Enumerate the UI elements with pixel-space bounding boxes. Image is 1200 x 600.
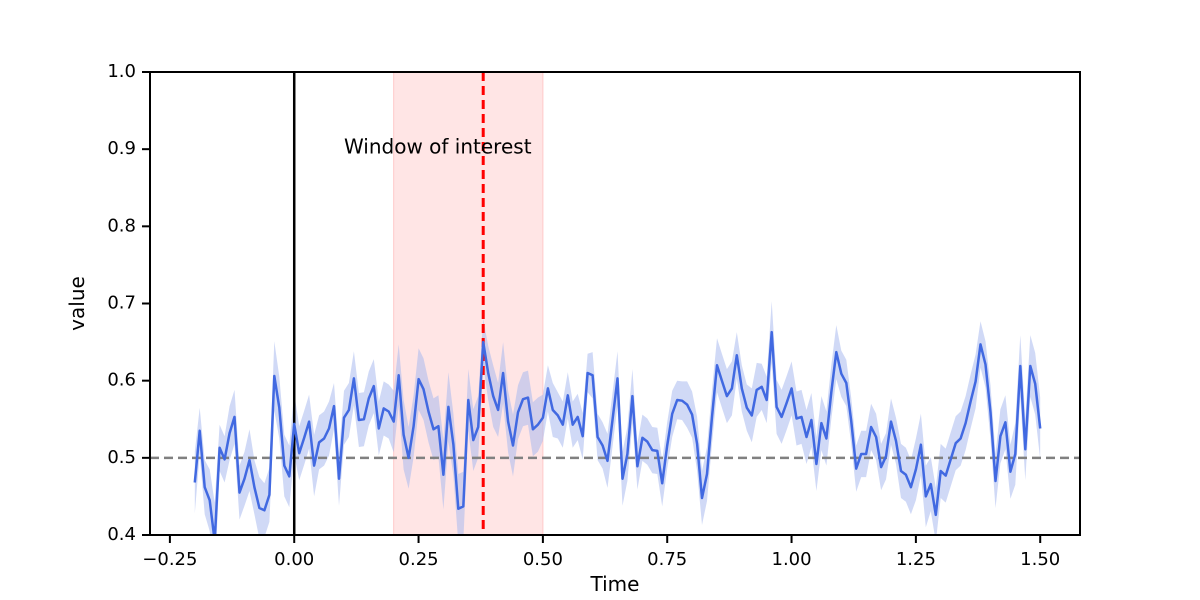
x-tick-label: 1.25: [896, 549, 936, 570]
plot-area: Window of interest: [150, 72, 1080, 535]
y-tick-label: 0.8: [107, 215, 136, 236]
x-tick-label: −0.25: [142, 549, 197, 570]
x-tick-label: 1.50: [1020, 549, 1060, 570]
y-axis: 0.4 0.5 0.6 0.7 0.8 0.9 1.0: [107, 61, 150, 545]
y-axis-label: value: [65, 276, 89, 331]
y-tick-label: 1.0: [107, 61, 136, 82]
y-tick-label: 0.9: [107, 138, 136, 159]
window-annotation: Window of interest: [344, 135, 532, 159]
x-tick-label: 0.75: [647, 549, 687, 570]
x-tick-label: 1.00: [772, 549, 812, 570]
y-tick-label: 0.4: [107, 524, 136, 545]
y-tick-label: 0.5: [107, 447, 136, 468]
x-axis: −0.25 0.00 0.25 0.50 0.75 1.00 1.25 1.50: [142, 535, 1060, 570]
x-tick-label: 0.25: [399, 549, 439, 570]
x-axis-label: Time: [590, 572, 640, 596]
y-tick-label: 0.6: [107, 370, 136, 391]
y-tick-label: 0.7: [107, 293, 136, 314]
confidence-band: [194, 301, 1041, 535]
x-tick-label: 0.00: [274, 549, 314, 570]
series-line: [193, 330, 1042, 535]
x-tick-label: 0.50: [523, 549, 563, 570]
